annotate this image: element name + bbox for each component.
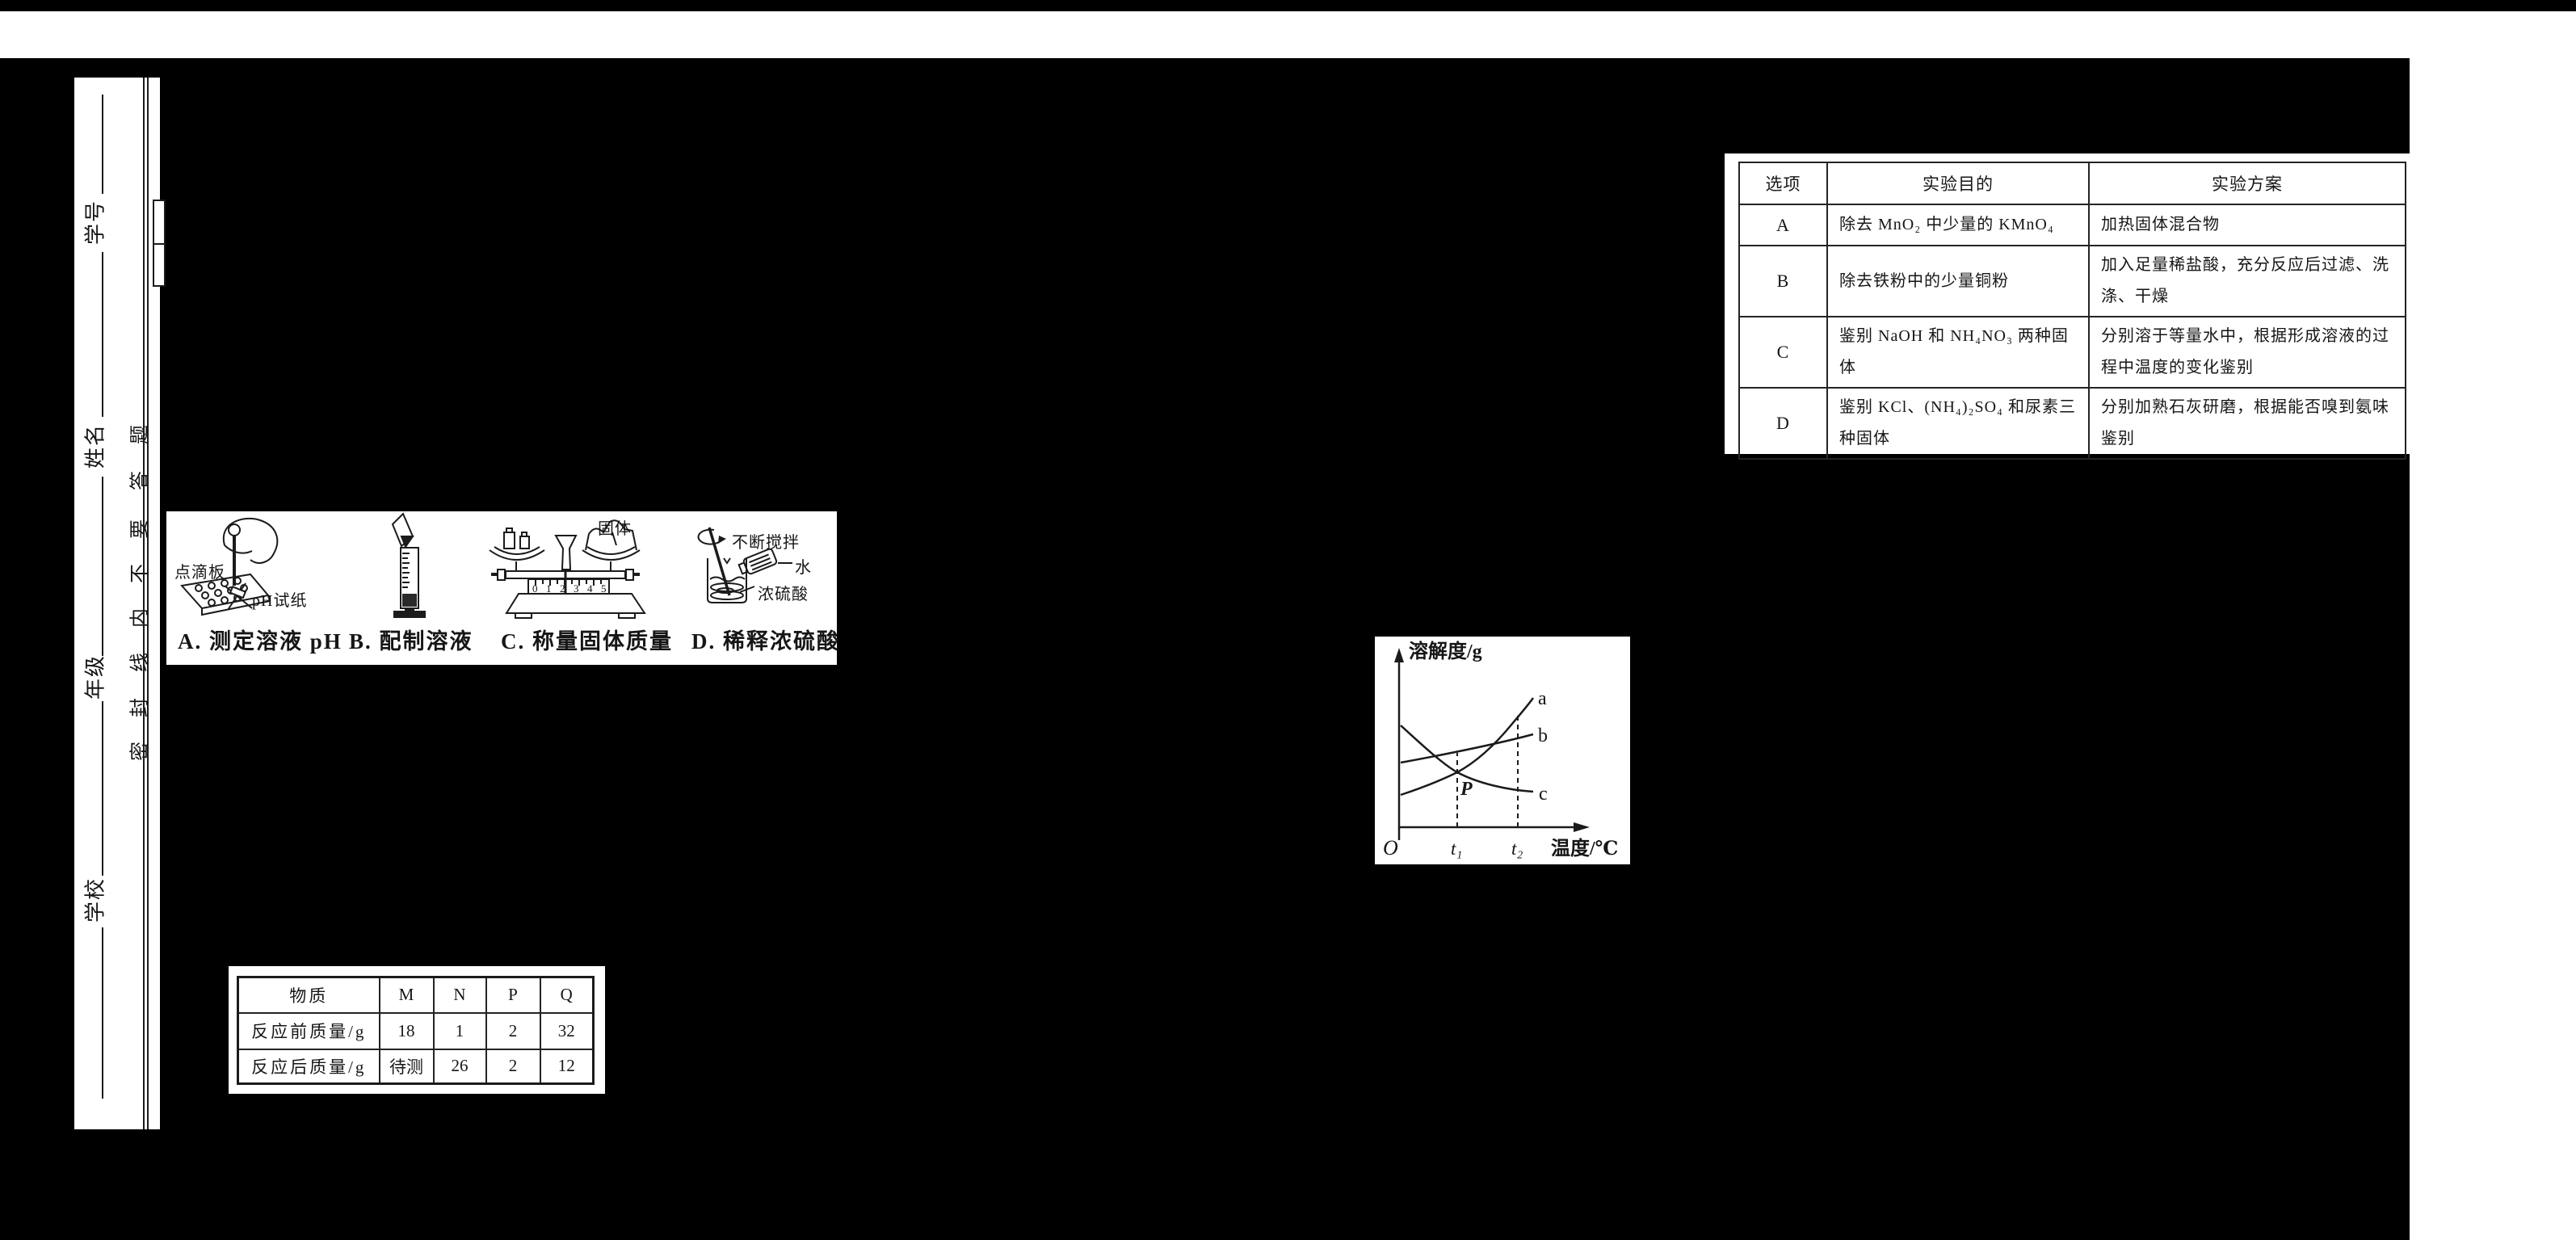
plan-cell: 分别加熟石灰研磨，根据能否嗅到氨味鉴别 [2088, 387, 2406, 460]
field-label-grade: 年级 [83, 654, 107, 700]
curve-b [1400, 733, 1534, 764]
scan-top-band [0, 11, 2576, 58]
fill-line [102, 927, 103, 1099]
y-axis-label: 溶解度/g [1409, 640, 1482, 662]
mass-value: 26 [432, 1048, 487, 1085]
water-label: 水 [795, 559, 812, 577]
purpose-cell: 鉴别 NaOH 和 NH₄NO₃ 两种固体 [1826, 316, 2090, 389]
balance-scale-number: 3 [574, 582, 579, 595]
mass-table-header-row: 物质 M N P Q [237, 976, 595, 1014]
plan-cell: 加热固体混合物 [2088, 204, 2406, 246]
row-label-before: 反应前质量/g [237, 1011, 380, 1050]
row-label-after: 反应后质量/g [237, 1048, 380, 1085]
apparatus-line-art: 0 1 2 3 4 5 [180, 512, 792, 619]
fill-line [102, 252, 103, 417]
col-header-p: P [485, 976, 541, 1014]
caption-measure-ph: A. 测定溶液 pH [178, 629, 342, 654]
caption-dilute-acid: D. 稀释浓硫酸 [691, 629, 840, 654]
curve-c-label: c [1539, 784, 1548, 805]
table-row: 反应后质量/g 待测 26 2 12 [237, 1048, 595, 1085]
beaker-dilution-figure [697, 527, 792, 603]
binding-edge-box [153, 200, 166, 287]
option-cell: A [1738, 204, 1828, 246]
table-row: 反应前质量/g 18 1 2 32 [237, 1011, 595, 1050]
field-label-name: 姓名 [83, 422, 107, 469]
purpose-cell: 除去铁粉中的少量铜粉 [1826, 245, 2090, 317]
point-p-label: P [1460, 779, 1473, 800]
option-cell: B [1738, 245, 1828, 317]
balance-scale-number: 2 [560, 582, 565, 595]
purpose-cell: 鉴别 KCl、(NH₄)₂SO₄ 和尿素三种固体 [1826, 387, 2090, 460]
caption-prepare-solution: B. 配制溶液 [349, 629, 473, 654]
table-row: B 除去铁粉中的少量铜粉 加入足量稀盐酸，充分反应后过滤、洗涤、干燥 [1738, 245, 2406, 317]
fill-line [102, 95, 103, 194]
mass-value: 2 [485, 1048, 541, 1085]
mass-value: 12 [539, 1048, 595, 1085]
option-cell: D [1738, 387, 1828, 460]
fill-line [102, 701, 103, 876]
col-header-substance: 物质 [237, 976, 380, 1014]
solid-label: 固体 [598, 520, 632, 538]
fill-line [102, 477, 103, 656]
origin-label: O [1383, 836, 1398, 860]
tick-t1: t₁ [1451, 839, 1462, 859]
seal-double-line [147, 78, 149, 1129]
mass-value: 待测 [378, 1048, 435, 1085]
spot-plate-label: 点滴板 [174, 564, 225, 582]
field-label-school: 学校 [83, 876, 107, 923]
balance-scale-number: 0 [532, 582, 538, 595]
seal-strip: 学号 姓名 年级 学校 密 封 线 内 不 要 答 题 [74, 78, 166, 1129]
col-header-m: M [378, 976, 435, 1014]
acid-label: 浓硫酸 [758, 586, 809, 603]
col-header-option: 选项 [1738, 162, 1828, 205]
mass-value: 18 [378, 1011, 435, 1050]
option-cell: C [1738, 316, 1828, 389]
experiment-table-header-row: 选项 实验目的 实验方案 [1738, 162, 2406, 205]
curve-a [1400, 697, 1535, 797]
mass-value: 2 [485, 1011, 541, 1050]
solubility-chart: 溶解度/g 温度/℃ O t₁ t₂ a b c P [1383, 640, 1618, 860]
table-row: C 鉴别 NaOH 和 NH₄NO₃ 两种固体 分别溶于等量水中，根据形成溶液的… [1738, 316, 2406, 389]
ph-paper-label: pH试纸 [252, 592, 308, 610]
plan-cell: 分别溶于等量水中，根据形成溶液的过程中温度的变化鉴别 [2088, 316, 2406, 389]
balance-scale-number: 4 [587, 582, 593, 595]
caption-weigh-solid: C. 称量固体质量 [501, 629, 673, 654]
balance-scale-number: 1 [546, 582, 552, 595]
mass-table: 物质 M N P Q 反应前质量/g 18 1 2 32 反应后质量/g 待测 … [237, 976, 595, 1085]
purpose-cell: 除去 MnO₂ 中少量的 KMnO₄ [1826, 204, 2090, 246]
col-header-n: N [432, 976, 487, 1014]
graduated-cylinder-figure [391, 512, 426, 618]
col-header-purpose: 实验目的 [1826, 162, 2090, 205]
curve-a-label: a [1538, 688, 1547, 709]
spot-plate-figure [180, 517, 279, 616]
balance-figure: 0 1 2 3 4 5 [489, 519, 646, 619]
scan-right-band [2410, 11, 2576, 1240]
tick-t2: t₂ [1511, 839, 1523, 859]
stir-label: 不断搅拌 [732, 534, 800, 552]
col-header-q: Q [539, 976, 595, 1014]
curve-c [1400, 725, 1534, 793]
binding-edge-box-divider [154, 243, 164, 245]
mass-value: 32 [539, 1011, 595, 1050]
mass-value: 1 [432, 1011, 487, 1050]
experiment-table: 选项 实验目的 实验方案 A 除去 MnO₂ 中少量的 KMnO₄ 加热固体混合… [1738, 162, 2406, 460]
x-axis-label: 温度/℃ [1551, 837, 1618, 860]
balance-scale-number: 5 [601, 582, 607, 595]
table-row: D 鉴别 KCl、(NH₄)₂SO₄ 和尿素三种固体 分别加熟石灰研磨，根据能否… [1738, 387, 2406, 460]
col-header-plan: 实验方案 [2088, 162, 2406, 205]
field-label-student-id: 学号 [83, 199, 107, 246]
table-row: A 除去 MnO₂ 中少量的 KMnO₄ 加热固体混合物 [1738, 204, 2406, 246]
curve-b-label: b [1538, 725, 1548, 746]
seal-double-line [143, 78, 145, 1129]
plan-cell: 加入足量稀盐酸，充分反应后过滤、洗涤、干燥 [2088, 245, 2406, 317]
